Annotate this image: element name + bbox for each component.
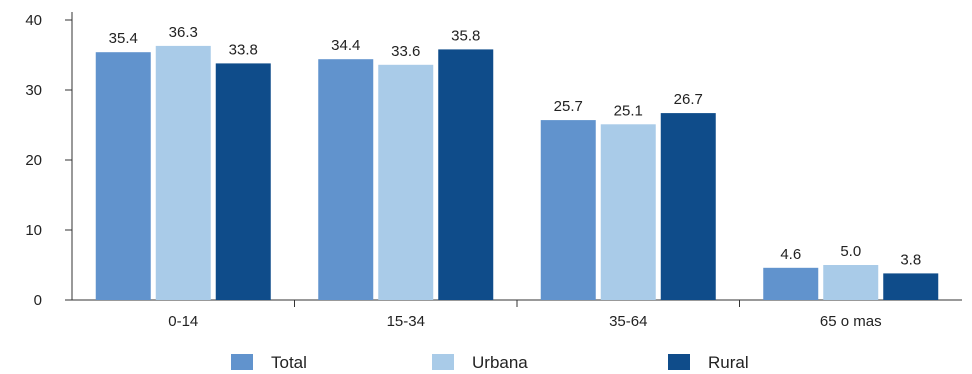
bar-urbana-2: [600, 124, 656, 300]
legend-swatch-rural: [668, 354, 690, 370]
x-category-label: 0-14: [168, 313, 198, 330]
data-label: 33.6: [391, 43, 420, 60]
y-tick-label: 30: [25, 82, 42, 99]
bar-urbana-1: [378, 64, 434, 300]
x-category-label: 65 o mas: [820, 313, 882, 330]
data-label: 33.8: [229, 41, 258, 58]
data-label: 26.7: [674, 91, 703, 108]
legend: Total Urbana Rural: [231, 353, 749, 372]
data-label: 5.0: [840, 243, 861, 260]
legend-swatch-total: [231, 354, 253, 370]
y-tick-label: 40: [25, 12, 42, 29]
y-tick-label: 20: [25, 152, 42, 169]
bar-urbana-0: [155, 45, 211, 301]
bar-rural-0: [215, 63, 271, 301]
legend-label-total: Total: [271, 353, 307, 372]
bar-total-2: [540, 120, 596, 300]
bar-rural-1: [438, 49, 494, 301]
data-label: 25.7: [554, 98, 583, 115]
data-label: 34.4: [331, 37, 360, 54]
x-axis: 0-14 15-34 35-64 65 o mas: [72, 299, 962, 330]
y-tick-label: 0: [34, 292, 42, 309]
bar-total-1: [318, 59, 374, 301]
data-label: 35.4: [109, 30, 138, 47]
data-label: 36.3: [169, 24, 198, 41]
y-axis: 0 10 20 30 40: [25, 12, 73, 309]
legend-swatch-urbana: [432, 354, 454, 370]
bar-rural-3: [883, 273, 939, 300]
data-label: 35.8: [451, 27, 480, 44]
data-label: 25.1: [614, 102, 643, 119]
legend-label-urbana: Urbana: [472, 353, 528, 372]
bars: [95, 45, 939, 301]
x-category-label: 35-64: [609, 313, 647, 330]
legend-label-rural: Rural: [708, 353, 749, 372]
bar-rural-2: [660, 113, 716, 300]
bar-total-3: [763, 267, 819, 300]
y-tick-label: 10: [25, 222, 42, 239]
data-labels: 35.4 36.3 33.8 34.4 33.6 35.8 25.7 25.1 26.7 4.6 5…: [109, 24, 922, 268]
data-label: 3.8: [900, 251, 921, 268]
bar-urbana-3: [823, 265, 879, 300]
data-label: 4.6: [780, 246, 801, 263]
bar-total-0: [95, 52, 151, 301]
x-category-label: 15-34: [387, 313, 425, 330]
